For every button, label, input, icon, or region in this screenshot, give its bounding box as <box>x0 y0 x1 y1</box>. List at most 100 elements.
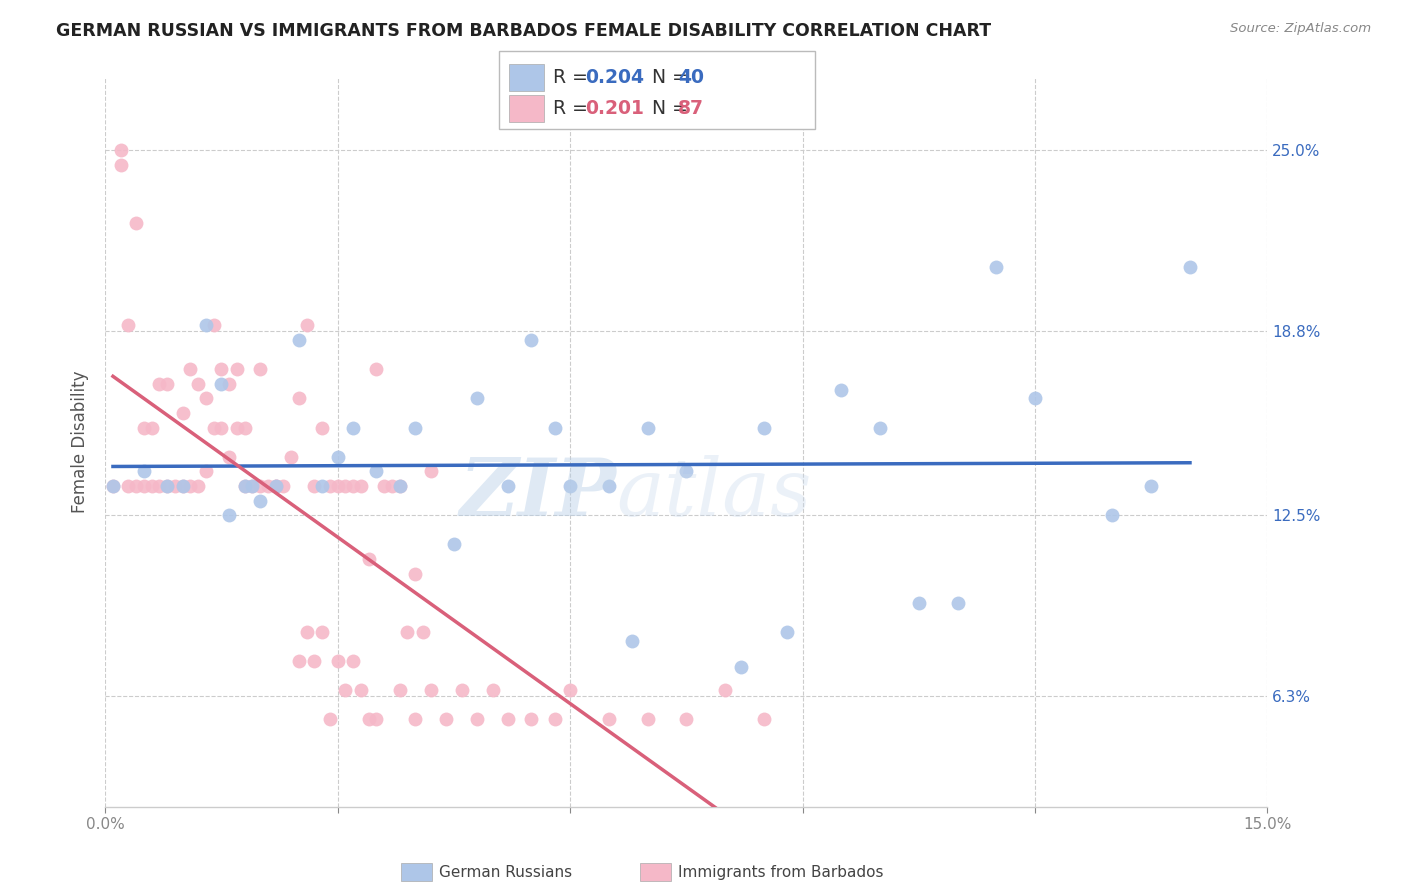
Point <box>249 479 271 493</box>
Point <box>117 479 139 493</box>
Point <box>280 450 302 464</box>
Point <box>450 683 472 698</box>
Point <box>125 479 148 493</box>
Text: 40: 40 <box>678 68 703 87</box>
Text: N =: N = <box>640 68 693 87</box>
Point <box>242 479 264 493</box>
Point <box>335 683 357 698</box>
Text: N =: N = <box>640 99 693 119</box>
Point <box>148 479 170 493</box>
Point <box>132 479 155 493</box>
Point <box>404 420 426 434</box>
Point <box>350 479 373 493</box>
Point <box>218 376 240 391</box>
Point <box>156 479 179 493</box>
Point <box>443 537 465 551</box>
Point <box>412 624 434 639</box>
Point <box>209 420 232 434</box>
Point <box>326 479 349 493</box>
Point <box>520 713 543 727</box>
Point <box>1101 508 1123 523</box>
Point <box>986 260 1008 274</box>
Point <box>187 479 209 493</box>
Point <box>465 392 488 406</box>
Point <box>543 420 565 434</box>
Point <box>179 362 201 376</box>
Point <box>117 318 139 333</box>
Point <box>558 479 581 493</box>
Point <box>396 624 419 639</box>
Point <box>148 376 170 391</box>
Point <box>132 464 155 478</box>
Point <box>543 713 565 727</box>
Point <box>357 552 380 566</box>
Point <box>233 420 256 434</box>
Point <box>187 376 209 391</box>
Point <box>946 596 969 610</box>
Point <box>752 420 775 434</box>
Point <box>194 392 217 406</box>
Point <box>249 362 271 376</box>
Point <box>496 713 519 727</box>
Point <box>288 392 311 406</box>
Point <box>675 464 697 478</box>
Point <box>558 683 581 698</box>
Point <box>163 479 186 493</box>
Point <box>304 479 326 493</box>
Point <box>101 479 124 493</box>
Point <box>1178 260 1201 274</box>
Point <box>226 362 249 376</box>
Point <box>388 479 411 493</box>
Point <box>242 479 264 493</box>
Point <box>381 479 404 493</box>
Text: German Russians: German Russians <box>439 865 572 880</box>
Point <box>621 633 644 648</box>
Point <box>342 420 364 434</box>
Point <box>110 158 132 172</box>
Point <box>388 479 411 493</box>
Point <box>675 713 697 727</box>
Point <box>598 713 620 727</box>
Point <box>202 318 225 333</box>
Point <box>172 406 194 420</box>
Point <box>218 508 240 523</box>
Text: GERMAN RUSSIAN VS IMMIGRANTS FROM BARBADOS FEMALE DISABILITY CORRELATION CHART: GERMAN RUSSIAN VS IMMIGRANTS FROM BARBAD… <box>56 22 991 40</box>
Point <box>404 566 426 581</box>
Point <box>209 362 232 376</box>
Point <box>730 660 752 674</box>
Point <box>194 318 217 333</box>
Point <box>714 683 737 698</box>
Text: atlas: atlas <box>617 455 813 532</box>
Point <box>776 624 799 639</box>
Point <box>496 479 519 493</box>
Point <box>218 450 240 464</box>
Point <box>481 683 503 698</box>
Point <box>264 479 287 493</box>
Point <box>465 713 488 727</box>
Point <box>194 464 217 478</box>
Point <box>311 624 333 639</box>
Text: 0.201: 0.201 <box>585 99 644 119</box>
Point <box>404 713 426 727</box>
Point <box>326 450 349 464</box>
Point <box>366 362 388 376</box>
Point <box>156 479 179 493</box>
Point <box>637 713 659 727</box>
Point <box>366 464 388 478</box>
Point <box>520 333 543 347</box>
Text: 87: 87 <box>678 99 703 119</box>
Point <box>172 479 194 493</box>
Point <box>357 713 380 727</box>
Point <box>830 383 852 397</box>
Point <box>350 683 373 698</box>
Text: ZIP: ZIP <box>460 455 617 532</box>
Point <box>637 420 659 434</box>
Y-axis label: Female Disability: Female Disability <box>72 371 89 514</box>
Point <box>907 596 929 610</box>
Point <box>179 479 201 493</box>
Point <box>326 654 349 668</box>
Point <box>388 683 411 698</box>
Point <box>233 479 256 493</box>
Point <box>1024 392 1046 406</box>
Point <box>288 654 311 668</box>
